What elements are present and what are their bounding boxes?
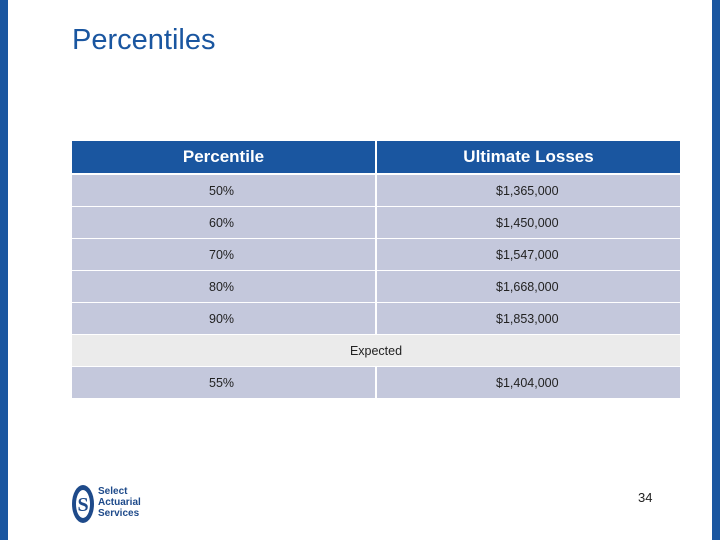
table-row: 90% $1,853,000	[72, 303, 680, 334]
expected-label-row: Expected	[72, 335, 680, 366]
table-row: 80% $1,668,000	[72, 271, 680, 302]
left-accent-bar	[0, 0, 8, 540]
logo-letter: S	[77, 494, 88, 516]
logo-wordmark: Select Actuarial Services	[98, 486, 141, 519]
header-ultimate-losses: Ultimate Losses	[377, 141, 680, 173]
logo-line: Select	[98, 486, 128, 497]
table-row: 60% $1,450,000	[72, 207, 680, 238]
expected-label: Expected	[72, 335, 680, 366]
losses-cell: $1,365,000	[377, 175, 680, 206]
losses-cell: $1,668,000	[377, 271, 680, 302]
losses-cell: $1,853,000	[377, 303, 680, 334]
table-row: 70% $1,547,000	[72, 239, 680, 270]
losses-cell: $1,450,000	[377, 207, 680, 238]
percentile-cell: 60%	[72, 207, 375, 238]
percentile-cell: 80%	[72, 271, 375, 302]
logo-line: Services	[98, 508, 140, 519]
losses-cell: $1,547,000	[377, 239, 680, 270]
logo-line: Actuarial	[98, 497, 141, 508]
percentile-cell: 50%	[72, 175, 375, 206]
expected-row: 55% $1,404,000	[72, 367, 680, 398]
percentile-table: Percentile Ultimate Losses 50% $1,365,00…	[72, 141, 680, 399]
header-percentile: Percentile	[72, 141, 375, 173]
table-header-row: Percentile Ultimate Losses	[72, 141, 680, 173]
select-actuarial-logo: S	[72, 485, 94, 523]
losses-cell: $1,404,000	[377, 367, 680, 398]
logo-inner-oval	[76, 490, 90, 518]
percentile-cell: 90%	[72, 303, 375, 334]
percentile-cell: 70%	[72, 239, 375, 270]
table-row: 50% $1,365,000	[72, 175, 680, 206]
page-number: 34	[638, 490, 653, 505]
slide-title: Percentiles	[72, 24, 216, 56]
right-accent-bar	[712, 0, 720, 540]
percentile-cell: 55%	[72, 367, 375, 398]
